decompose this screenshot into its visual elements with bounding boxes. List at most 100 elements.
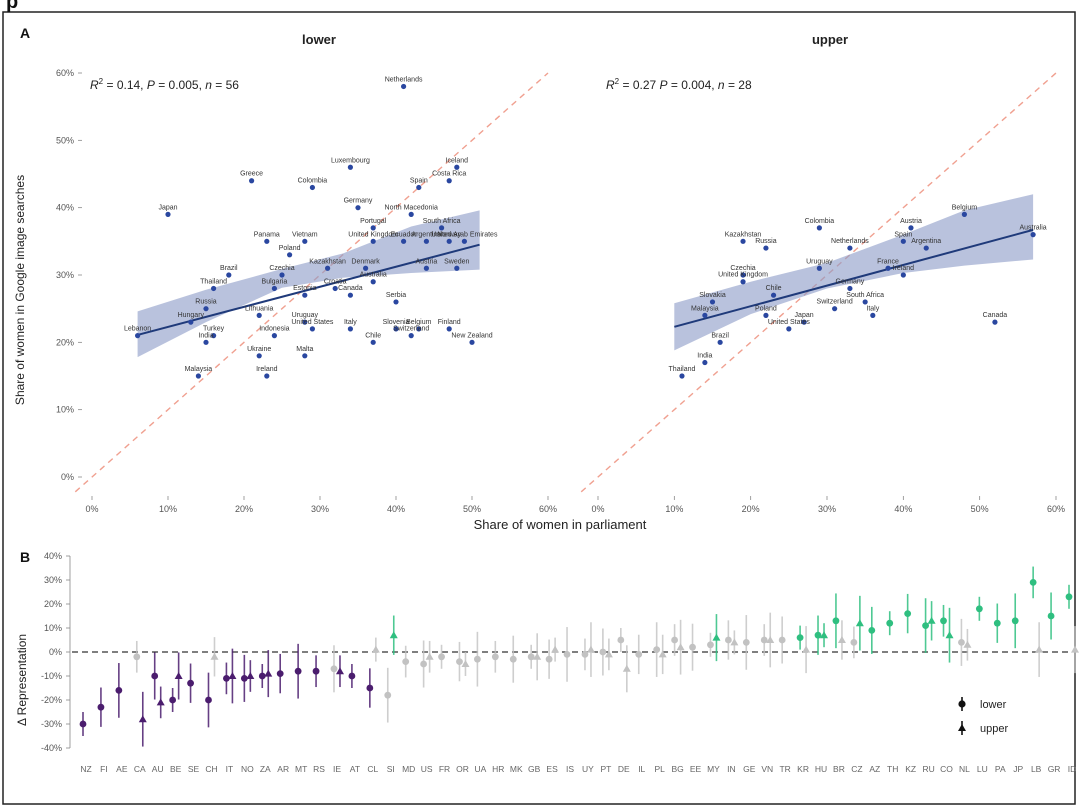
- point-lower: [205, 696, 212, 704]
- data-point: [408, 211, 414, 217]
- data-point: [393, 326, 399, 332]
- data-point: [211, 333, 217, 339]
- point-label: Kazakhstan: [725, 231, 762, 238]
- point-lower: [832, 617, 840, 625]
- data-point: [203, 306, 209, 312]
- category-label: CO: [940, 764, 953, 774]
- point-lower: [904, 610, 912, 617]
- point-upper: [802, 645, 811, 653]
- point-lower: [796, 634, 804, 641]
- data-point: [717, 339, 723, 345]
- point-upper: [228, 672, 237, 679]
- category-label: NO: [241, 764, 254, 774]
- point-label: Japan: [158, 204, 177, 211]
- category-label: BE: [170, 764, 182, 774]
- point-lower: [778, 636, 786, 644]
- y-tick-label: 0%: [49, 647, 62, 657]
- point-lower: [545, 655, 553, 663]
- point-label: Spain: [410, 177, 428, 184]
- point-upper: [837, 636, 846, 643]
- x-tick-label: 60%: [539, 504, 557, 514]
- point-lower: [814, 631, 822, 639]
- data-point: [203, 339, 209, 345]
- point-upper: [551, 645, 560, 653]
- data-point: [226, 272, 232, 278]
- y-tick-label: -20%: [41, 695, 62, 705]
- x-tick-label: 30%: [311, 504, 329, 514]
- data-point: [408, 333, 414, 339]
- point-label: Switzerland: [817, 299, 853, 306]
- point-label: Malaysia: [185, 366, 213, 373]
- category-label: OR: [456, 764, 469, 774]
- category-label: IN: [727, 764, 736, 774]
- category-label: BR: [833, 764, 845, 774]
- y-tick-label: 30%: [56, 270, 74, 280]
- point-lower: [384, 691, 392, 699]
- point-lower: [850, 639, 858, 646]
- point-label: Slovakia: [699, 292, 726, 299]
- point-upper: [156, 698, 165, 706]
- category-label: EE: [690, 764, 702, 774]
- data-point: [195, 373, 201, 379]
- x-tick-label: 10%: [665, 504, 683, 514]
- point-label: Panama: [254, 231, 280, 238]
- point-label: Finland: [438, 319, 461, 326]
- data-point: [961, 211, 968, 217]
- data-point: [249, 178, 255, 184]
- point-lower: [456, 658, 463, 665]
- point-label: Luxembourg: [331, 157, 370, 164]
- point-label: Italy: [866, 305, 879, 312]
- data-point: [702, 359, 708, 366]
- data-point: [740, 279, 746, 285]
- category-label: KZ: [905, 764, 916, 774]
- category-label: LU: [977, 764, 988, 774]
- point-label: Czechia: [730, 265, 755, 272]
- data-point: [309, 184, 315, 191]
- point-lower: [635, 651, 643, 658]
- data-point: [770, 292, 777, 298]
- data-point: [923, 245, 929, 251]
- point-lower: [151, 672, 159, 680]
- point-label: Chile: [365, 332, 381, 339]
- point-upper: [371, 645, 380, 653]
- point-lower: [1011, 617, 1019, 625]
- data-point: [454, 265, 460, 271]
- data-point: [401, 238, 407, 244]
- data-point: [355, 205, 361, 211]
- point-lower: [1029, 579, 1037, 586]
- data-point: [740, 272, 746, 278]
- point-label: Croatia: [324, 278, 347, 285]
- data-point: [302, 353, 308, 359]
- category-label: BG: [671, 764, 683, 774]
- y-tick-label: -30%: [41, 719, 62, 729]
- delta-representation-plot: 40% 30% 20% 10% 0% -10% -20% -30% -40% NZ FI AE CA AU…: [41, 551, 1079, 774]
- point-upper: [766, 636, 775, 643]
- point-label: Bulgaria: [262, 278, 288, 285]
- point-lower: [1047, 612, 1055, 620]
- category-label: MT: [295, 764, 307, 774]
- point-lower: [975, 605, 983, 613]
- point-label: Russia: [195, 299, 217, 306]
- point-label: United Arab Emirates: [431, 231, 498, 238]
- data-point: [302, 292, 308, 298]
- point-label: Hungary: [178, 312, 205, 319]
- data-point: [446, 326, 452, 332]
- point-label: Greece: [240, 171, 263, 178]
- point-upper: [335, 667, 344, 675]
- point-label: Uruguay: [806, 258, 833, 265]
- legend-upper-marker: [958, 724, 966, 731]
- point-label: Japan: [795, 312, 814, 319]
- data-point: [763, 245, 769, 251]
- point-label: Turkey: [203, 326, 225, 333]
- data-point: [256, 312, 262, 318]
- point-label: Australia: [360, 272, 387, 279]
- y-tick-label: 10%: [56, 405, 74, 415]
- data-point: [832, 306, 838, 312]
- category-label: RU: [922, 764, 934, 774]
- point-lower: [689, 643, 696, 651]
- data-point: [679, 373, 685, 379]
- data-point: [900, 272, 906, 278]
- category-label: AR: [277, 764, 289, 774]
- point-label: United Kingdom: [348, 231, 398, 238]
- category-label: KR: [797, 764, 809, 774]
